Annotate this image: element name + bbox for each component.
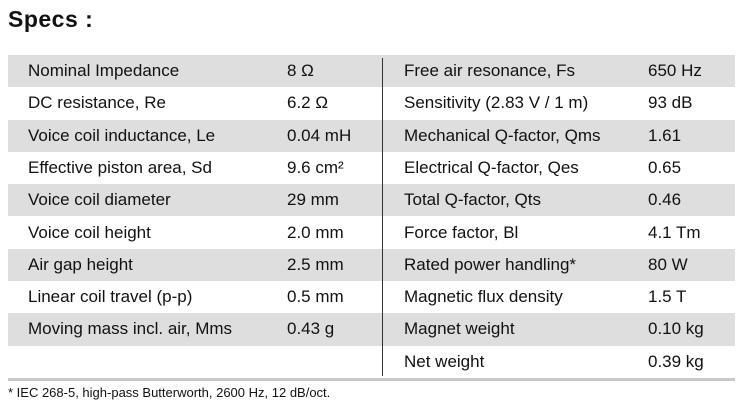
- spec-value: 0.04 mH: [287, 125, 352, 145]
- spec-value: 2.5 mm: [287, 254, 344, 274]
- spec-value: 29 mm: [287, 190, 339, 210]
- spec-label: Force factor, Bl: [404, 222, 519, 242]
- spec-label: Total Q-factor, Qts: [404, 190, 541, 210]
- spec-label: Electrical Q-factor, Qes: [404, 157, 579, 177]
- spec-label: Mechanical Q-factor, Qms: [404, 125, 601, 145]
- spec-value: 9.6 cm²: [287, 157, 344, 177]
- spec-value: 6.2 Ω: [287, 93, 329, 113]
- spec-value: 0.39 kg: [648, 351, 704, 371]
- spec-label: Voice coil diameter: [28, 190, 171, 210]
- spec-value: 1.61: [648, 125, 682, 145]
- spec-label: Linear coil travel (p-p): [28, 287, 193, 307]
- table-row: DC resistance, Re 6.2 Ω Sensitivity (2.83 …: [8, 87, 735, 119]
- table-row: Voice coil inductance, Le 0.04 mH Mechanic…: [8, 119, 735, 152]
- spec-value: 2.0 mm: [287, 222, 344, 242]
- spec-value: 0.65: [648, 157, 682, 177]
- spec-label: DC resistance, Re: [28, 93, 166, 113]
- spec-table: Nominal Impedance 8 Ω Free air resonance, …: [8, 55, 735, 381]
- title: Specs :: [8, 6, 94, 32]
- table-row: Effective piston area, Sd 9.6 cm² Electric…: [8, 152, 735, 184]
- spec-label: Air gap height: [28, 254, 133, 274]
- spec-label: Magnetic flux density: [404, 287, 563, 307]
- table-row: Voice coil diameter 29 mm Total Q-factor, …: [8, 184, 735, 217]
- spec-value: 1.5 T: [648, 287, 687, 307]
- spec-label: Rated power handling*: [404, 254, 577, 274]
- spec-label: Voice coil inductance, Le: [28, 125, 216, 145]
- table-row: Net weight 0.39 kg: [8, 346, 735, 378]
- spec-value: 650 Hz: [648, 61, 702, 80]
- spec-value: 4.1 Tm: [648, 222, 701, 242]
- spec-value: 93 dB: [648, 93, 693, 113]
- spec-label: Voice coil height: [28, 222, 151, 242]
- spec-value: 8 Ω: [287, 61, 314, 80]
- spec-value: 0.10 kg: [648, 319, 704, 339]
- table-row: Nominal Impedance 8 Ω Free air resonance, …: [8, 55, 735, 88]
- spec-label: Nominal Impedance: [28, 61, 180, 80]
- table-row: Linear coil travel (p-p) 0.5 mm Magnetic f…: [8, 281, 735, 313]
- spec-value: 80 W: [648, 254, 688, 274]
- spec-value: 0.46: [648, 190, 682, 210]
- spec-label: Effective piston area, Sd: [28, 157, 212, 177]
- table-row: Moving mass incl. air, Mms 0.43 g Magnet w…: [8, 313, 735, 346]
- spec-label: Moving mass incl. air, Mms: [28, 319, 233, 339]
- spec-value: 0.5 mm: [287, 287, 344, 307]
- column-divider: [382, 58, 383, 376]
- spec-value: 0.43 g: [287, 319, 335, 339]
- table-row: Voice coil height 2.0 mm Force factor, Bl 4…: [8, 217, 735, 249]
- table-row: Air gap height 2.5 mm Rated power handling…: [8, 248, 735, 282]
- spec-label: Net weight: [404, 351, 485, 371]
- footnote: * IEC 268-5, high-pass Butterworth, 2600…: [8, 385, 331, 400]
- spec-label: Sensitivity (2.83 V / 1 m): [404, 93, 589, 113]
- spec-label: Magnet weight: [404, 319, 515, 339]
- spec-label: Free air resonance, Fs: [404, 61, 576, 80]
